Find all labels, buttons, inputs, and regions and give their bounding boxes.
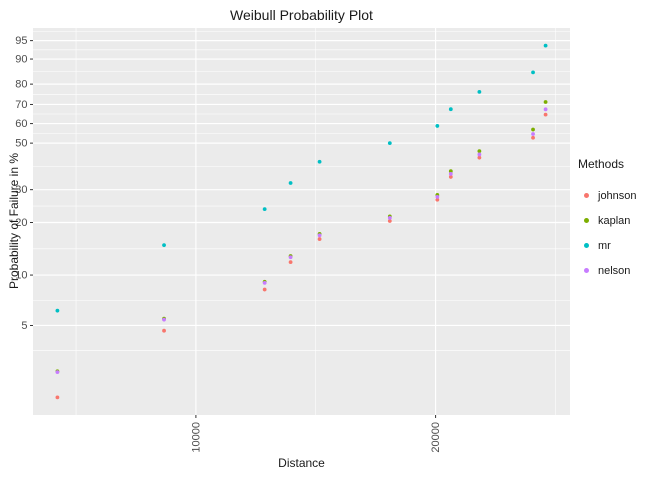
point-johnson (55, 395, 60, 400)
point-nelson (262, 281, 267, 285)
point-mr (477, 89, 482, 94)
legend-item-kaplan: kaplan (578, 208, 637, 233)
legend-item-mr: mr (578, 233, 637, 258)
y-tick-label: 10 (15, 270, 27, 282)
chart-title: Weibull Probability Plot (230, 7, 373, 23)
point-mr (262, 207, 267, 212)
y-tick-label: 50 (15, 138, 27, 150)
point-nelson (317, 233, 322, 238)
point-nelson (543, 107, 548, 112)
legend-label: kaplan (598, 214, 631, 227)
point-johnson (262, 287, 267, 292)
legend-title: Methods (578, 157, 625, 171)
point-nelson (435, 194, 440, 199)
point-johnson (543, 112, 548, 117)
x-tick-label: 20000 (430, 422, 442, 453)
legend-dot-mr (584, 243, 589, 248)
point-mr (55, 308, 60, 313)
point-kaplan (531, 127, 535, 132)
legend-items: johnson kaplan mr nelson (578, 183, 637, 283)
y-tick-label: 95 (15, 35, 27, 47)
point-mr (448, 107, 453, 112)
point-nelson (387, 215, 392, 220)
y-tick-label: 20 (15, 217, 27, 229)
point-nelson (162, 317, 166, 322)
point-mr (288, 181, 293, 185)
x-tick-label: 10000 (190, 422, 202, 453)
point-kaplan (448, 169, 453, 174)
point-kaplan (543, 100, 548, 104)
point-mr (387, 141, 392, 146)
point-johnson (288, 260, 293, 264)
point-nelson (531, 132, 535, 136)
y-tick-label: 30 (15, 184, 27, 196)
point-johnson (477, 155, 482, 160)
legend-item-johnson: johnson (578, 183, 637, 208)
legend-item-nelson: nelson (578, 258, 637, 283)
y-tick-label: 80 (15, 79, 27, 91)
y-tick-label: 60 (15, 118, 27, 130)
point-mr (317, 159, 322, 164)
point-mr (435, 124, 440, 128)
point-johnson (387, 219, 392, 223)
y-tick-label: 5 (21, 320, 27, 332)
point-kaplan (477, 149, 482, 154)
legend-label: mr (598, 239, 611, 252)
y-tick-label: 70 (15, 99, 27, 111)
x-axis-title: Distance (278, 456, 325, 470)
point-johnson (162, 328, 166, 333)
point-mr (531, 70, 535, 75)
point-mr (162, 243, 166, 248)
point-nelson (288, 255, 293, 260)
point-nelson (55, 370, 60, 375)
legend-dot-nelson (584, 268, 589, 273)
point-johnson (317, 237, 322, 241)
legend-dot-kaplan (584, 218, 589, 223)
point-mr (543, 43, 548, 48)
y-axis-title: Probability of Failure in % (7, 152, 21, 290)
panel-background (33, 28, 570, 415)
legend-dot-johnson (584, 193, 589, 198)
point-johnson (531, 135, 535, 140)
legend-label: johnson (598, 189, 637, 202)
point-johnson (448, 175, 453, 179)
legend-label: nelson (598, 264, 631, 277)
point-johnson (435, 197, 440, 202)
point-nelson (477, 152, 482, 157)
y-tick-label: 90 (15, 54, 27, 66)
point-nelson (448, 171, 453, 176)
legend: Methods johnson kaplan mr nelson (578, 157, 637, 283)
